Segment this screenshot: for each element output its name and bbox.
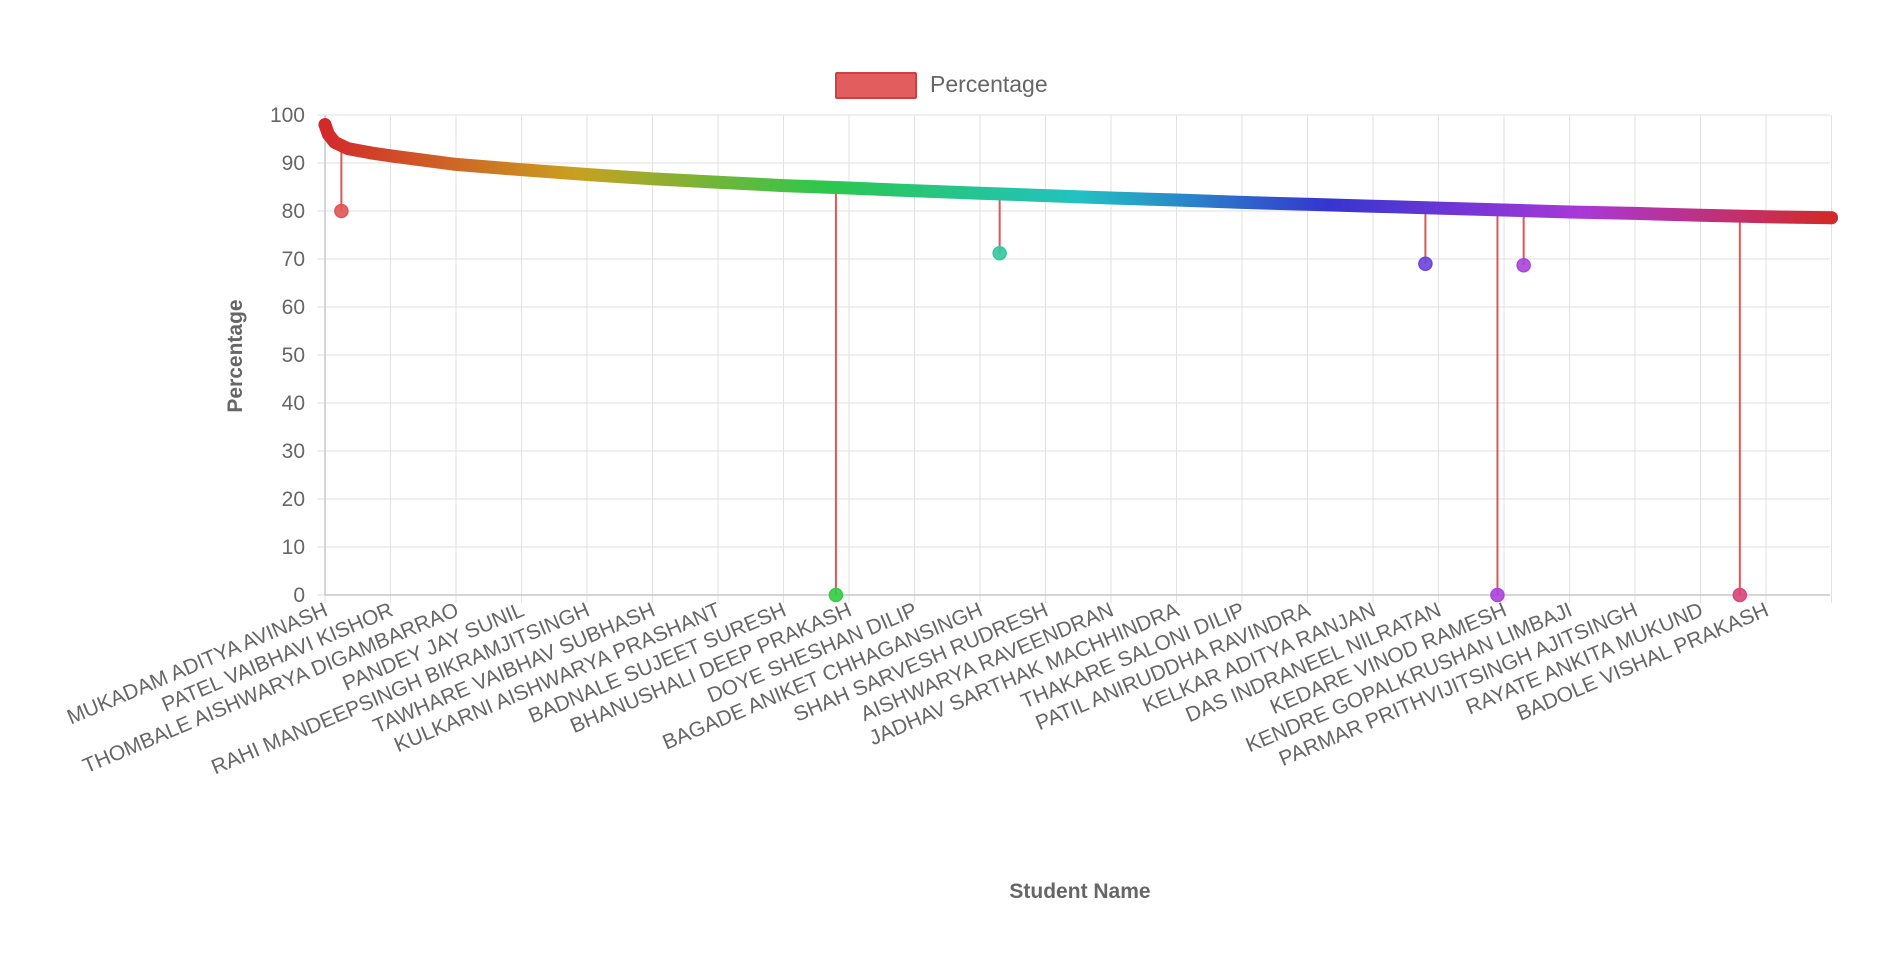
x-grid-lines bbox=[324, 115, 1832, 603]
y-tick-label: 90 bbox=[282, 152, 305, 175]
y-axis-title: Percentage bbox=[224, 299, 247, 412]
first-point[interactable] bbox=[318, 118, 332, 132]
outlier-point[interactable] bbox=[1418, 256, 1433, 272]
legend-swatch bbox=[835, 72, 917, 99]
y-tick-label: 30 bbox=[282, 440, 305, 463]
y-tick-label: 80 bbox=[282, 200, 305, 223]
y-tick-label: 60 bbox=[282, 296, 305, 319]
outlier-point[interactable] bbox=[828, 587, 844, 603]
y-tick-label: 40 bbox=[282, 392, 305, 415]
data-point-markers bbox=[318, 118, 1838, 603]
y-tick-label: 0 bbox=[293, 584, 305, 607]
outlier-point[interactable] bbox=[1490, 587, 1505, 603]
percentage-series-line bbox=[318, 118, 1838, 225]
y-tick-label: 100 bbox=[270, 104, 305, 127]
y-grid-lines bbox=[317, 114, 1830, 596]
x-axis-title: Student Name bbox=[1009, 880, 1150, 903]
outlier-point[interactable] bbox=[992, 245, 1007, 261]
y-tick-label: 20 bbox=[282, 488, 305, 511]
y-tick-label: 10 bbox=[282, 536, 305, 559]
y-tick-label: 50 bbox=[282, 344, 305, 367]
legend[interactable]: Percentage bbox=[835, 71, 1048, 99]
outlier-point[interactable] bbox=[1516, 257, 1531, 273]
y-tick-label: 70 bbox=[282, 248, 305, 271]
outlier-point[interactable] bbox=[334, 203, 349, 219]
outlier-stems bbox=[340, 145, 1741, 595]
y-tick-labels: 0 10 20 30 40 50 60 70 80 90 100 bbox=[270, 104, 305, 607]
outlier-point[interactable] bbox=[1732, 587, 1748, 603]
legend-label: Percentage bbox=[930, 71, 1048, 97]
last-point[interactable] bbox=[1825, 211, 1838, 225]
